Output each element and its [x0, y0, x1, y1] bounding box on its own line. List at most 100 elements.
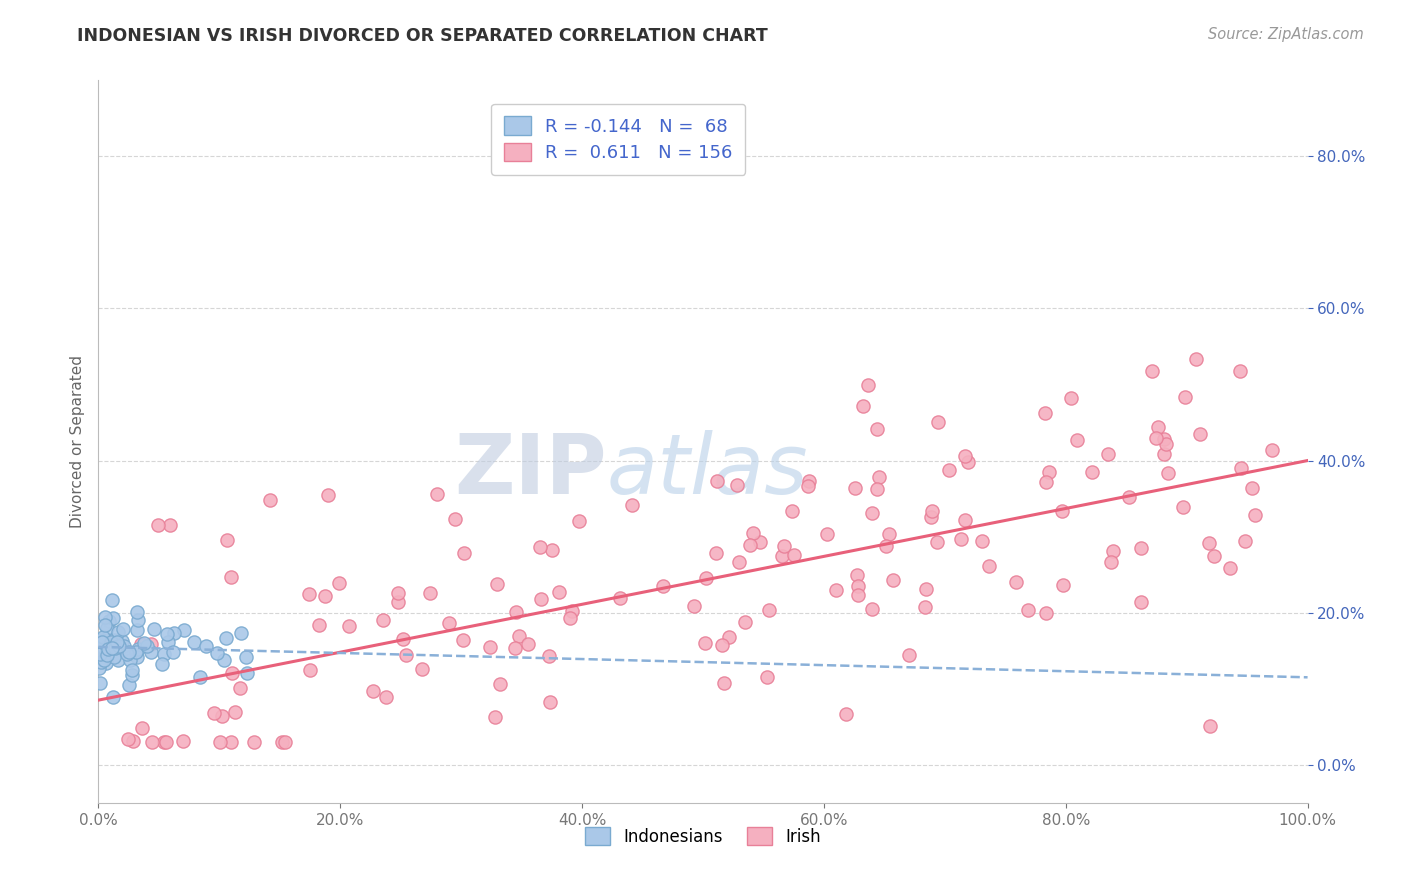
Point — [94, 646, 117, 660]
Point — [195, 640, 218, 654]
Point — [162, 645, 184, 659]
Point — [90, 633, 112, 648]
Legend: Indonesians, Irish: Indonesians, Irish — [578, 821, 828, 852]
Point — [773, 539, 796, 553]
Point — [503, 641, 526, 656]
Point — [856, 378, 879, 392]
Point — [121, 663, 143, 677]
Point — [1261, 442, 1284, 457]
Point — [229, 681, 252, 695]
Point — [860, 506, 883, 520]
Point — [538, 695, 561, 709]
Point — [97, 615, 120, 629]
Point — [299, 663, 322, 677]
Point — [419, 585, 441, 599]
Point — [107, 624, 129, 639]
Point — [1185, 351, 1208, 366]
Text: ZIP: ZIP — [454, 430, 606, 511]
Point — [1099, 555, 1122, 569]
Point — [127, 613, 149, 627]
Point — [159, 517, 181, 532]
Point — [163, 626, 186, 640]
Point — [740, 538, 762, 552]
Point — [371, 613, 394, 627]
Point — [797, 474, 820, 488]
Point — [914, 599, 936, 614]
Point — [139, 645, 162, 659]
Point — [259, 492, 281, 507]
Point — [505, 605, 527, 619]
Point — [860, 602, 883, 616]
Point — [921, 504, 943, 518]
Point — [1066, 433, 1088, 447]
Point — [938, 463, 960, 477]
Point — [243, 735, 266, 749]
Point — [530, 591, 553, 606]
Point — [568, 514, 591, 528]
Point — [1060, 391, 1083, 405]
Point — [337, 619, 360, 633]
Point — [1101, 543, 1123, 558]
Point — [1174, 390, 1197, 404]
Point — [308, 618, 330, 632]
Point — [214, 652, 236, 666]
Point — [211, 708, 233, 723]
Point — [112, 639, 135, 653]
Point — [741, 525, 763, 540]
Point — [392, 632, 415, 646]
Point — [1038, 465, 1060, 479]
Point — [107, 653, 129, 667]
Point — [1142, 364, 1164, 378]
Point — [125, 645, 148, 659]
Point — [956, 455, 979, 469]
Point — [96, 621, 118, 635]
Point — [815, 527, 838, 541]
Point — [101, 611, 124, 625]
Point — [90, 656, 112, 670]
Point — [426, 487, 449, 501]
Point — [103, 640, 125, 655]
Point — [538, 648, 561, 663]
Point — [825, 582, 848, 597]
Point — [1230, 461, 1253, 475]
Point — [875, 539, 897, 553]
Point — [101, 640, 124, 655]
Point — [97, 641, 120, 656]
Point — [695, 571, 717, 585]
Point — [118, 653, 141, 667]
Point — [374, 690, 396, 704]
Point — [91, 635, 114, 649]
Point — [89, 661, 111, 675]
Point — [103, 633, 125, 648]
Point — [96, 641, 118, 656]
Point — [101, 593, 124, 607]
Point — [846, 588, 869, 602]
Point — [121, 667, 143, 681]
Point — [141, 735, 163, 749]
Point — [914, 582, 936, 596]
Point — [229, 626, 252, 640]
Point — [93, 653, 115, 667]
Point — [89, 676, 111, 690]
Point — [558, 611, 581, 625]
Point — [1130, 541, 1153, 556]
Point — [1050, 503, 1073, 517]
Point — [728, 555, 751, 569]
Point — [920, 509, 942, 524]
Point — [108, 640, 131, 654]
Point — [219, 735, 242, 749]
Point — [541, 543, 564, 558]
Point — [117, 647, 139, 661]
Point — [129, 637, 152, 651]
Point — [1035, 606, 1057, 620]
Point — [94, 618, 117, 632]
Point — [748, 535, 770, 549]
Point — [1081, 466, 1104, 480]
Point — [955, 449, 977, 463]
Point — [547, 585, 569, 599]
Point — [704, 546, 727, 560]
Point — [127, 641, 149, 656]
Point — [134, 636, 156, 650]
Point — [153, 735, 176, 749]
Point — [111, 633, 134, 648]
